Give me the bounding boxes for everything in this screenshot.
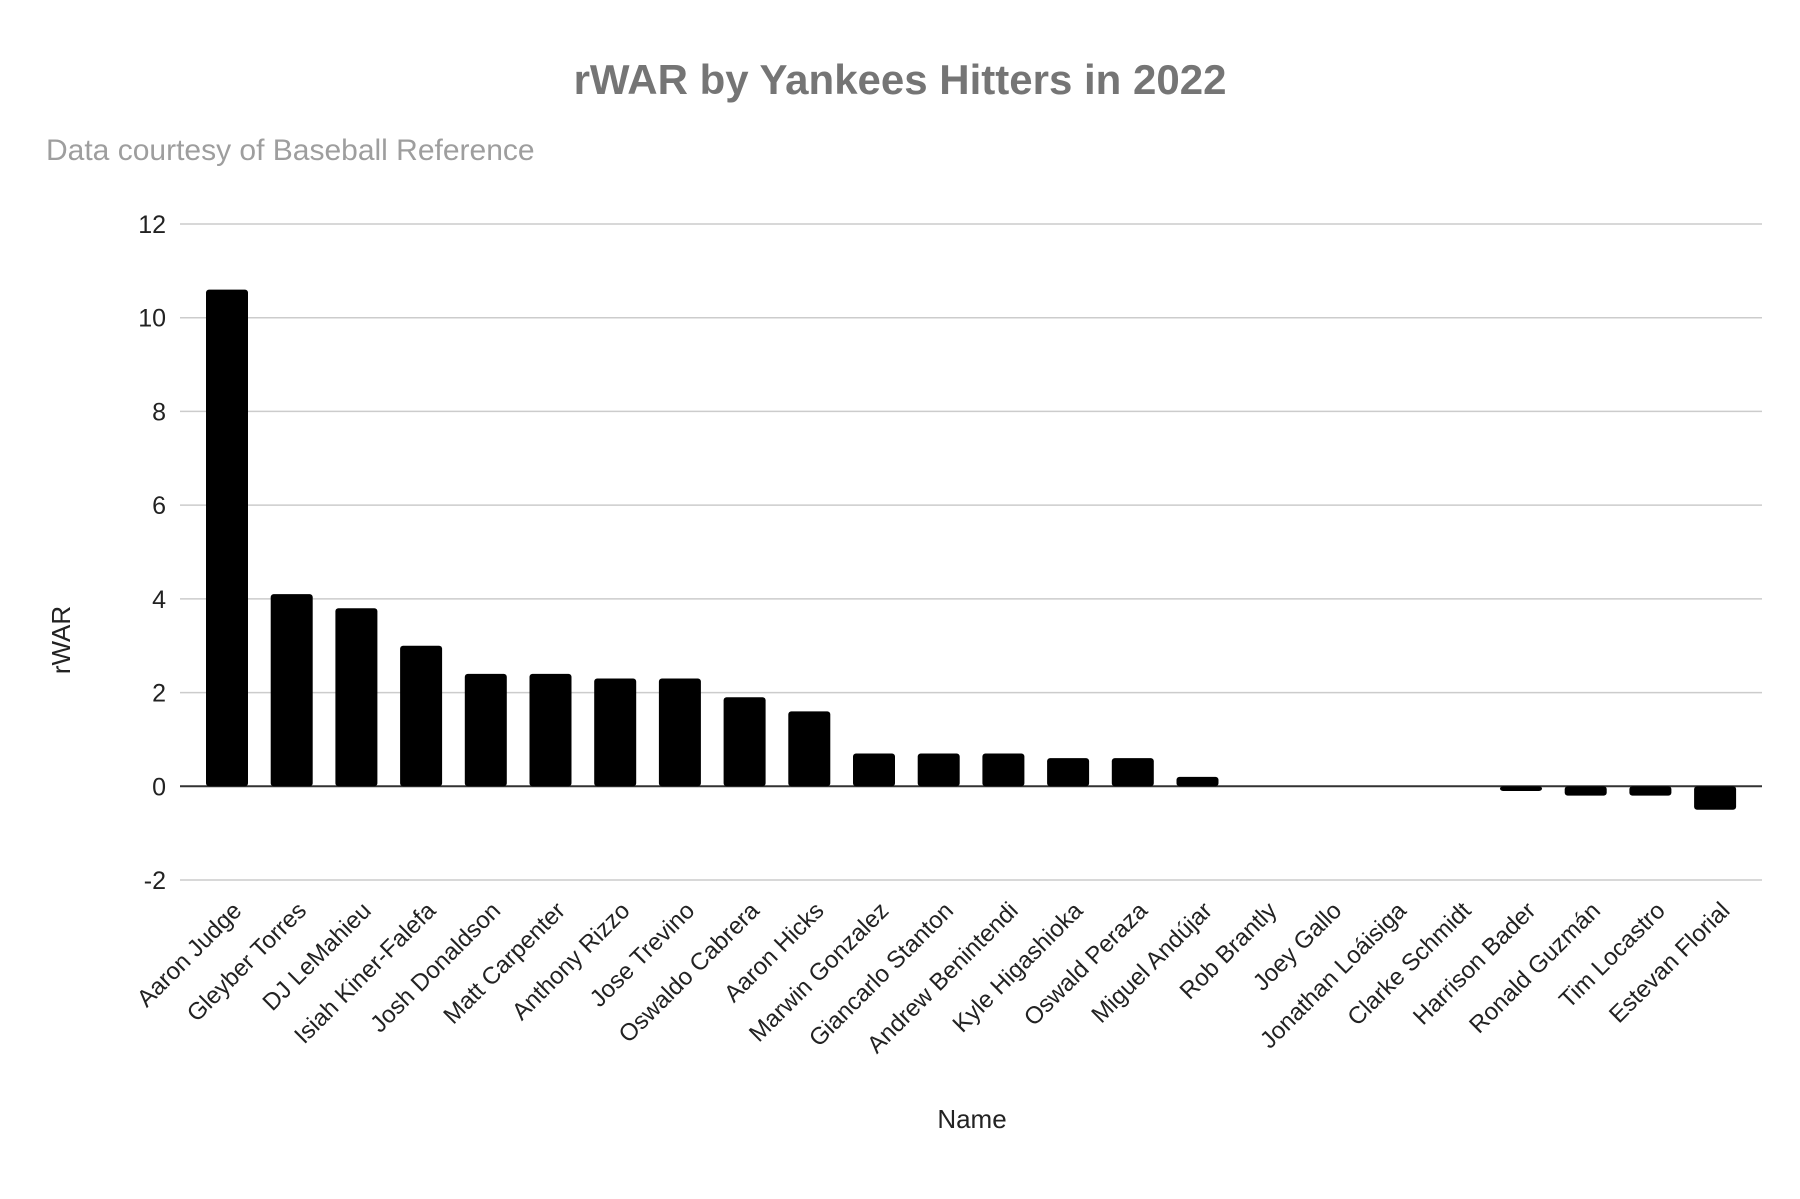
bar-jose-trevino bbox=[658, 678, 701, 787]
bar-miguel-and-jar bbox=[1176, 776, 1219, 787]
x-axis-title: Name bbox=[937, 1104, 1006, 1134]
y-tick-label: 8 bbox=[152, 398, 166, 426]
bar-estevan-florial bbox=[1694, 786, 1737, 810]
y-tick-label: 6 bbox=[152, 492, 166, 520]
y-tick-label: 0 bbox=[152, 773, 166, 801]
bar-aaron-hicks bbox=[788, 711, 831, 787]
y-axis-ticks: 12 10 8 6 4 2 0 -2 bbox=[138, 211, 166, 895]
bar-gleyber-torres bbox=[270, 594, 313, 787]
bar-aaron-judge bbox=[206, 289, 248, 787]
bar-tim-locastro bbox=[1629, 786, 1672, 796]
y-tick-label: -2 bbox=[144, 867, 166, 895]
y-tick-label: 4 bbox=[152, 586, 166, 614]
bar-josh-donaldson bbox=[464, 673, 507, 787]
bar-dj-lemahieu bbox=[335, 608, 378, 787]
bar-marwin-gonzalez bbox=[853, 753, 895, 787]
bar-andrew-benintendi bbox=[982, 753, 1025, 787]
bar-anthony-rizzo bbox=[594, 678, 637, 787]
bar-kyle-higashioka bbox=[1047, 758, 1090, 787]
bar-oswald-peraza bbox=[1111, 758, 1154, 787]
bar-matt-carpenter bbox=[529, 673, 572, 787]
chart-title: rWAR by Yankees Hitters in 2022 bbox=[573, 56, 1227, 103]
bar-isiah-kiner-falefa bbox=[400, 645, 443, 787]
bars bbox=[206, 289, 1737, 810]
bar-harrison-bader bbox=[1500, 786, 1542, 791]
gridlines bbox=[180, 223, 1762, 881]
y-tick-label: 12 bbox=[138, 211, 166, 239]
chart-subtitle: Data courtesy of Baseball Reference bbox=[46, 134, 535, 167]
y-axis-title: rWAR bbox=[46, 606, 76, 674]
bar-ronald-guzm-n bbox=[1564, 786, 1607, 796]
y-tick-label: 10 bbox=[138, 305, 166, 333]
bar-oswaldo-cabrera bbox=[723, 697, 766, 787]
y-tick-label: 2 bbox=[152, 680, 166, 708]
bar-giancarlo-stanton bbox=[917, 753, 960, 787]
